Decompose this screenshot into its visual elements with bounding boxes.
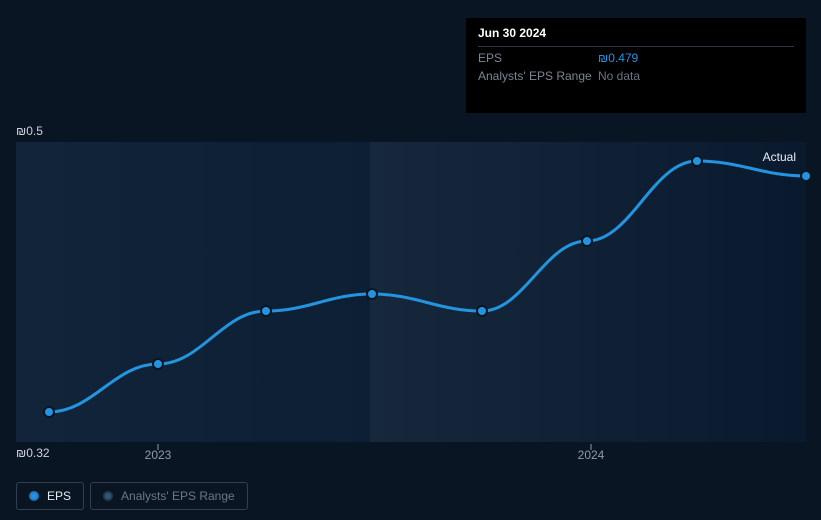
chart-area: ₪0.5 ₪0.32 Actual: [16, 142, 806, 442]
x-tick-2023: 2023: [145, 448, 172, 462]
tooltip-range-label: Analysts' EPS Range: [478, 69, 598, 83]
tooltip-row-eps: EPS ₪0.479: [478, 47, 794, 65]
legend-range-label: Analysts' EPS Range: [121, 489, 235, 503]
eps-line-svg: [16, 142, 806, 442]
tooltip-range-value: No data: [598, 69, 640, 83]
legend-eps[interactable]: EPS: [16, 482, 84, 510]
legend-range[interactable]: Analysts' EPS Range: [90, 482, 248, 510]
tooltip-eps-value: ₪0.479: [598, 51, 638, 65]
legend: EPS Analysts' EPS Range: [16, 482, 248, 510]
tooltip-panel: Jun 30 2024 EPS ₪0.479 Analysts' EPS Ran…: [466, 18, 806, 113]
legend-eps-label: EPS: [47, 489, 71, 503]
legend-eps-swatch: [29, 491, 39, 501]
x-axis: 2023 2024: [16, 448, 806, 468]
tooltip-eps-label: EPS: [478, 51, 598, 65]
legend-range-swatch: [103, 491, 113, 501]
y-axis-top: ₪0.5: [16, 124, 43, 138]
tooltip-date: Jun 30 2024: [478, 26, 794, 47]
plot-area[interactable]: Actual: [16, 142, 806, 442]
x-tick-2024: 2024: [578, 448, 605, 462]
tooltip-row-range: Analysts' EPS Range No data: [478, 65, 794, 83]
